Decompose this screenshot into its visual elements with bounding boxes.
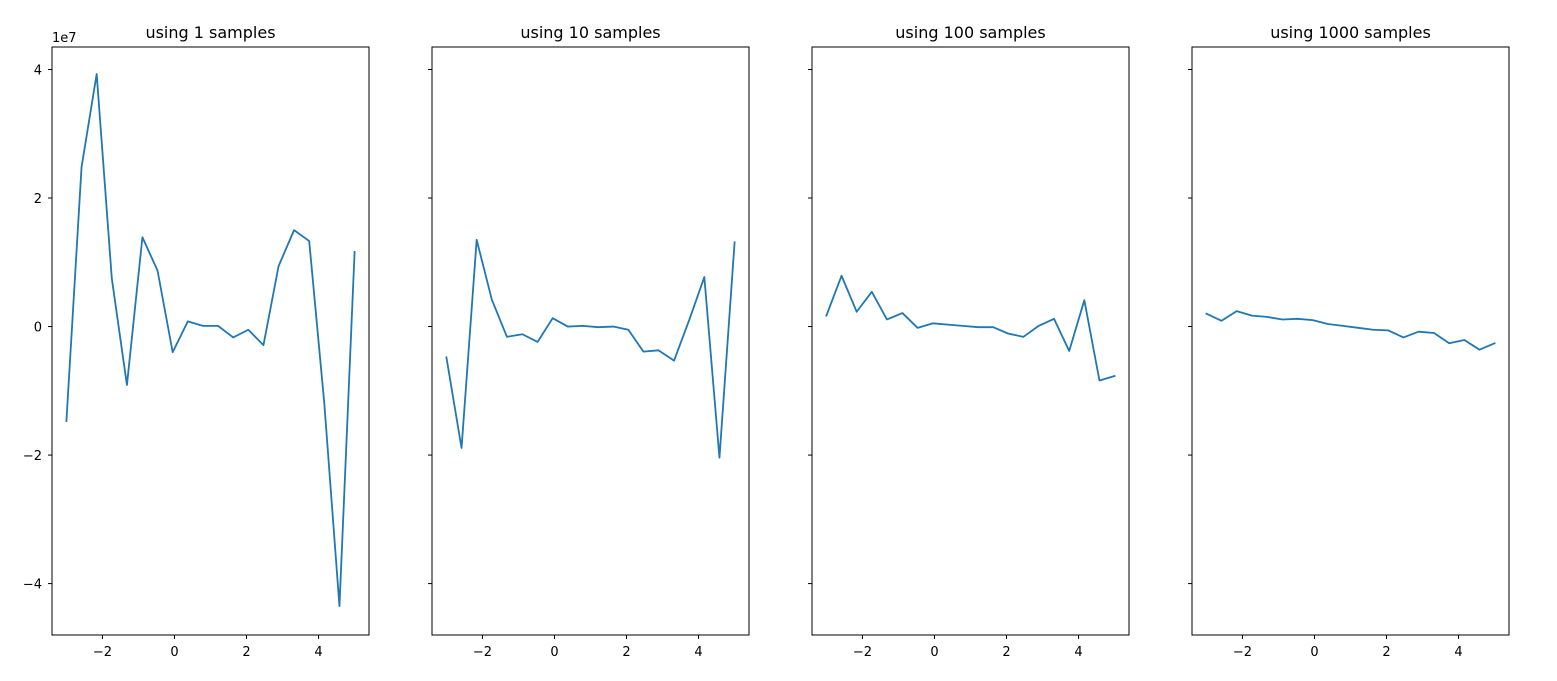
x-tick-label: −2	[1233, 645, 1252, 660]
series-line	[1205, 310, 1496, 351]
x-tick-label: 0	[930, 645, 938, 660]
subplot-4: −2 0 2 4 using 1000 samples	[1188, 23, 1510, 660]
x-tick-label: 2	[1382, 645, 1390, 660]
x-tick-label: −2	[93, 645, 112, 660]
x-tick-label: 2	[622, 645, 630, 660]
x-tick-label: 0	[170, 645, 178, 660]
axes-frame	[51, 46, 370, 636]
series-line	[65, 73, 356, 607]
series-line	[445, 238, 736, 459]
x-tick-label: 0	[1310, 645, 1318, 660]
axes-frame	[1191, 46, 1510, 636]
y-tick-label: 4	[34, 63, 42, 78]
y-offset-text: 1e7	[52, 31, 77, 46]
axes-frame	[811, 46, 1130, 636]
x-tick-label: 4	[694, 645, 702, 660]
subplot-title: using 10 samples	[520, 23, 660, 42]
subplot-2: −2 0 2 4 using 10 samples	[428, 23, 750, 660]
y-tick-label: 0	[34, 321, 42, 336]
subplot-1: −2 0 2 4 −4 −2 0 2 4 1e7 using 1 samples	[23, 23, 370, 660]
y-tick-label: −2	[23, 449, 42, 464]
subplot-3: −2 0 2 4 using 100 samples	[808, 23, 1130, 660]
axes-frame	[431, 46, 750, 636]
subplot-title: using 1000 samples	[1270, 23, 1431, 42]
x-tick-label: −2	[853, 645, 872, 660]
x-tick-label: 2	[242, 645, 250, 660]
x-tick-label: 2	[1002, 645, 1010, 660]
subplot-title: using 1 samples	[145, 23, 275, 42]
x-tick-label: 0	[550, 645, 558, 660]
x-tick-label: 4	[314, 645, 322, 660]
series-line	[825, 274, 1116, 382]
x-tick-label: 4	[1074, 645, 1082, 660]
y-tick-label: 2	[34, 192, 42, 207]
x-tick-label: −2	[473, 645, 492, 660]
x-tick-label: 4	[1454, 645, 1462, 660]
y-tick-label: −4	[23, 578, 42, 593]
subplot-title: using 100 samples	[895, 23, 1045, 42]
